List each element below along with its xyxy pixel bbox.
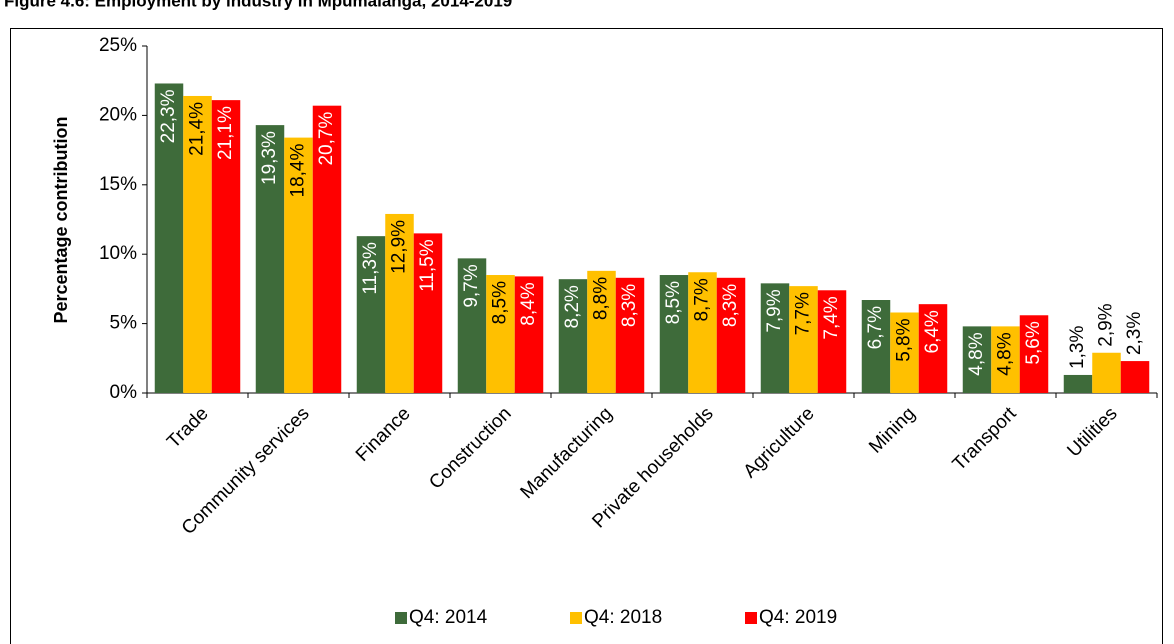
value-label: 8,3% bbox=[720, 284, 741, 327]
bar bbox=[1092, 352, 1121, 393]
bar bbox=[514, 276, 544, 393]
value-label: 8,7% bbox=[692, 278, 713, 321]
value-label: 11,3% bbox=[360, 242, 381, 295]
value-label: 21,1% bbox=[215, 106, 236, 160]
value-label: 8,2% bbox=[562, 285, 583, 328]
y-tick-label: 15% bbox=[99, 174, 137, 195]
x-tick-label: Construction bbox=[425, 403, 515, 493]
x-tick-label: Agriculture bbox=[740, 403, 819, 482]
x-tick-label: Mining bbox=[865, 403, 919, 457]
bar bbox=[817, 290, 847, 393]
bar bbox=[284, 137, 313, 393]
value-label: 20,7% bbox=[316, 112, 337, 166]
bar bbox=[1120, 361, 1150, 393]
value-label: 7,9% bbox=[764, 289, 785, 332]
x-tick-label: Utilities bbox=[1063, 403, 1121, 461]
value-label: 2,3% bbox=[1124, 312, 1145, 355]
bar bbox=[457, 258, 487, 393]
value-label: 7,4% bbox=[821, 296, 842, 339]
value-label: 5,6% bbox=[1023, 321, 1044, 364]
value-label: 8,4% bbox=[518, 282, 539, 325]
chart-frame bbox=[10, 28, 1163, 644]
value-label: 5,8% bbox=[894, 318, 915, 361]
legend-label: Q4: 2014 bbox=[409, 607, 488, 628]
y-axis-label: Percentage contribution bbox=[51, 116, 71, 323]
legend-label: Q4: 2019 bbox=[759, 607, 837, 628]
bar bbox=[385, 213, 414, 393]
bar bbox=[716, 277, 746, 393]
bar bbox=[991, 326, 1020, 393]
bar bbox=[255, 125, 285, 393]
value-label: 6,7% bbox=[865, 306, 886, 349]
x-tick-label: Manufacturing bbox=[517, 403, 617, 503]
bar bbox=[918, 304, 948, 393]
bar bbox=[789, 286, 818, 393]
x-tick-label: Trade bbox=[163, 403, 212, 452]
value-label: 4,8% bbox=[966, 332, 987, 375]
bar bbox=[890, 312, 919, 393]
bar bbox=[1019, 315, 1049, 393]
bar bbox=[861, 300, 891, 393]
bar bbox=[615, 277, 645, 393]
bar bbox=[211, 100, 241, 394]
bar bbox=[760, 283, 790, 393]
legend-swatch bbox=[395, 612, 407, 624]
bar bbox=[486, 275, 515, 393]
y-tick-label: 25% bbox=[99, 35, 137, 56]
chart-title: Figure 4.6: Employment by industry in Mp… bbox=[4, 0, 512, 10]
bar bbox=[688, 272, 717, 393]
value-label: 12,9% bbox=[389, 220, 410, 274]
bar bbox=[1063, 374, 1093, 393]
value-label: 11,5% bbox=[417, 239, 438, 292]
bar bbox=[558, 279, 588, 393]
bar bbox=[413, 233, 443, 393]
legend-swatch bbox=[745, 612, 757, 624]
value-label: 8,8% bbox=[591, 277, 612, 320]
bar bbox=[587, 270, 616, 393]
y-tick-label: 10% bbox=[99, 243, 137, 264]
value-label: 8,3% bbox=[619, 284, 640, 327]
x-tick-label: Transport bbox=[949, 403, 1021, 475]
x-tick-label: Finance bbox=[352, 403, 415, 466]
value-label: 6,4% bbox=[922, 310, 943, 353]
y-tick-label: 5% bbox=[110, 313, 138, 334]
bar bbox=[154, 83, 184, 393]
value-label: 22,3% bbox=[158, 89, 179, 143]
bar bbox=[312, 105, 342, 394]
value-label: 8,5% bbox=[663, 281, 684, 324]
value-label: 9,7% bbox=[461, 264, 482, 307]
y-tick-label: 20% bbox=[99, 104, 137, 125]
value-label: 2,9% bbox=[1096, 303, 1117, 346]
bar bbox=[183, 95, 212, 393]
value-label: 21,4% bbox=[187, 102, 208, 156]
bar bbox=[356, 236, 386, 393]
bar bbox=[962, 326, 992, 393]
value-label: 4,8% bbox=[995, 332, 1016, 375]
bar bbox=[659, 275, 689, 393]
y-tick-label: 0% bbox=[110, 382, 138, 403]
value-label: 7,7% bbox=[793, 292, 814, 335]
value-label: 19,3% bbox=[259, 131, 280, 185]
value-label: 18,4% bbox=[288, 144, 309, 198]
value-label: 8,5% bbox=[490, 281, 511, 324]
legend-label: Q4: 2018 bbox=[584, 607, 662, 628]
legend-swatch bbox=[570, 612, 582, 624]
value-label: 1,3% bbox=[1067, 326, 1088, 369]
